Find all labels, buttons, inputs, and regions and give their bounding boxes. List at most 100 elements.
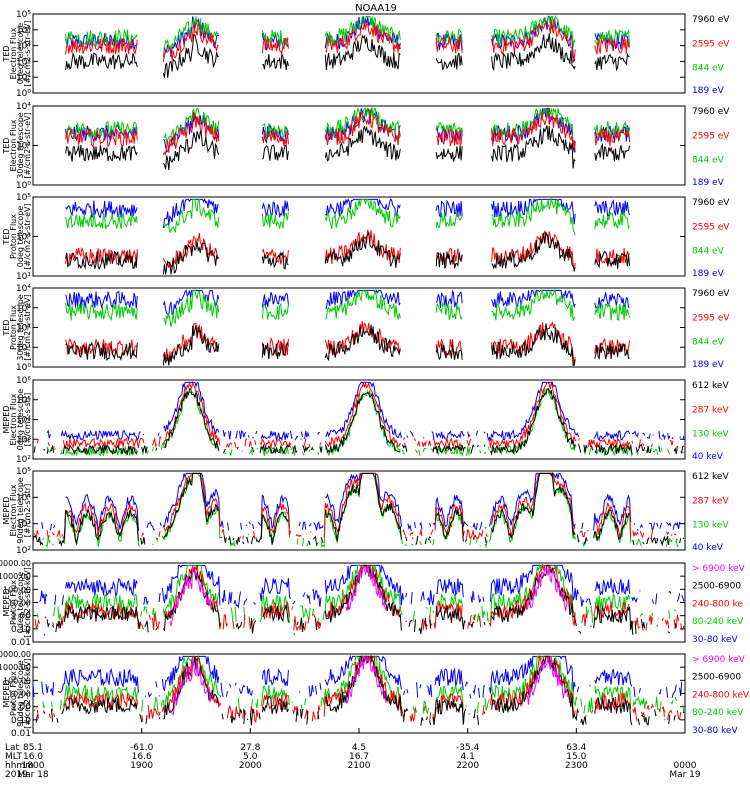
y-axis-label: [#/cm2-s-str-eV] bbox=[23, 203, 32, 269]
legend-entry: 189 eV bbox=[692, 178, 725, 188]
y-tick-label: 10⁵ bbox=[16, 467, 31, 477]
y-axis-label: 90deg telescope bbox=[16, 660, 25, 727]
legend-entry: 240-800 ke bbox=[692, 599, 743, 609]
legend-entry: 287 keV bbox=[692, 496, 729, 506]
y-tick-label: 10.00 bbox=[8, 599, 31, 608]
legend-entry: 287 keV bbox=[692, 405, 729, 415]
legend-entry: 7960 eV bbox=[692, 15, 730, 25]
y-tick-label: 10³ bbox=[16, 520, 31, 530]
legend-entry: 844 eV bbox=[692, 338, 725, 348]
series-trace bbox=[65, 125, 631, 171]
x-row-label: 2019 bbox=[5, 770, 28, 780]
legend-entry: 30-80 keV bbox=[692, 635, 738, 645]
y-tick-label: 10000.00 bbox=[0, 650, 31, 659]
x-tick-label: 1900 bbox=[130, 761, 153, 771]
y-axis-label: [#/cm2-s-str-eV] bbox=[23, 112, 32, 178]
legend-entry: 2595 eV bbox=[692, 313, 730, 323]
y-tick-label: 10² bbox=[16, 57, 31, 67]
legend-entry: 612 keV bbox=[692, 472, 729, 482]
series-trace bbox=[65, 33, 630, 78]
y-axis-label: [#/cm2-s-str-eV] bbox=[23, 294, 32, 360]
x-tick-label: 63.4 bbox=[566, 743, 586, 753]
legend-entry: 2500-6900 bbox=[692, 582, 741, 592]
y-tick-label: 1000.00 bbox=[0, 663, 31, 672]
series-trace bbox=[46, 381, 685, 442]
y-axis-label: 0deg telescope bbox=[16, 389, 25, 450]
y-axis-label: 0deg telescope bbox=[16, 23, 25, 84]
legend-entry: 40 keV bbox=[692, 452, 724, 462]
y-tick-label: 0.10 bbox=[11, 625, 31, 635]
y-axis-label: Electron Flux bbox=[9, 27, 18, 79]
x-tick-label: Mar 19 bbox=[669, 770, 701, 780]
legend-entry: 7960 eV bbox=[692, 289, 730, 299]
legend-entry: 40 keV bbox=[692, 543, 724, 553]
series-trace bbox=[65, 231, 631, 275]
series-trace bbox=[169, 564, 569, 627]
panel-frame bbox=[32, 470, 686, 551]
x-tick-label: Mar 18 bbox=[17, 770, 49, 780]
y-axis-label: MEPED bbox=[2, 497, 11, 525]
y-tick-label: 10² bbox=[16, 455, 31, 465]
series-trace bbox=[65, 288, 631, 328]
series-trace bbox=[42, 473, 683, 531]
y-axis-label: [#/cm2-s-str] bbox=[23, 484, 32, 537]
y-axis-label: [#/cm2-s-str] bbox=[23, 393, 32, 446]
series-trace bbox=[65, 323, 630, 366]
y-tick-label: 10⁰ bbox=[16, 181, 31, 191]
y-tick-label: 10³ bbox=[16, 304, 31, 314]
y-tick-label: 10⁴ bbox=[16, 284, 31, 294]
x-tick-label: 5.0 bbox=[243, 752, 258, 762]
series-trace bbox=[65, 19, 630, 63]
series-trace bbox=[33, 387, 684, 456]
series-trace bbox=[34, 473, 683, 538]
panel-frame bbox=[32, 13, 686, 94]
y-tick-label: 0.10 bbox=[11, 716, 31, 726]
y-axis-label: Proton Flux bbox=[9, 305, 18, 350]
y-axis-label: TED bbox=[2, 228, 11, 245]
y-axis-label: [#/cm2-s-str-eV] bbox=[23, 20, 32, 86]
y-axis-label: Electron Flux bbox=[9, 484, 18, 536]
series-trace bbox=[65, 106, 631, 148]
y-axis-label: TED bbox=[2, 319, 11, 336]
legend-entry: 844 eV bbox=[692, 156, 725, 166]
legend-entry: 2595 eV bbox=[692, 39, 730, 49]
x-tick-label: 1800 bbox=[22, 761, 45, 771]
y-tick-label: 100.00 bbox=[3, 676, 31, 685]
legend-entry: 2500-6900 bbox=[692, 673, 741, 683]
y-tick-label: 10⁵ bbox=[16, 193, 31, 203]
panel-frame bbox=[32, 105, 686, 186]
y-axis-label: Proton Flux bbox=[9, 671, 18, 716]
x-tick-label: 2200 bbox=[456, 761, 479, 771]
y-axis-label: Electron Flux bbox=[9, 393, 18, 445]
y-tick-label: 10⁵ bbox=[16, 396, 31, 406]
legend-entry: 189 eV bbox=[692, 360, 725, 370]
y-tick-label: 10⁴ bbox=[16, 26, 31, 36]
legend-entry: 80-240 keV bbox=[692, 708, 744, 718]
legend-entry: 130 keV bbox=[692, 430, 729, 440]
series-trace bbox=[169, 655, 569, 716]
y-tick-label: 10¹ bbox=[16, 272, 31, 282]
y-axis-label: Proton Flux bbox=[9, 580, 18, 625]
series-trace bbox=[32, 471, 685, 547]
x-tick-label: 2000 bbox=[239, 761, 262, 771]
y-axis-label: MEPED bbox=[2, 680, 11, 708]
y-tick-label: 10¹ bbox=[16, 343, 31, 353]
legend-entry: 7960 eV bbox=[692, 107, 730, 117]
y-axis-label: 90deg telescope bbox=[16, 477, 25, 544]
y-axis-label: [#/cm2-s-str-keV] bbox=[23, 567, 32, 638]
y-tick-label: 1.00 bbox=[11, 612, 31, 622]
series-trace bbox=[34, 563, 685, 632]
y-axis-label: [#/cm2-s-str-keV] bbox=[23, 658, 32, 729]
y-tick-label: 10² bbox=[16, 546, 31, 556]
legend-entry: 2595 eV bbox=[692, 131, 730, 141]
series-trace bbox=[65, 197, 631, 236]
series-trace bbox=[37, 382, 681, 448]
y-tick-label: 10² bbox=[16, 324, 31, 334]
series-trace bbox=[39, 564, 685, 609]
legend-entry: 130 keV bbox=[692, 521, 729, 531]
y-tick-label: 10⁴ bbox=[16, 416, 31, 426]
x-row-label: MLT bbox=[5, 752, 23, 762]
x-tick-label: 4.1 bbox=[461, 752, 475, 762]
y-tick-label: 0.01 bbox=[11, 638, 31, 648]
